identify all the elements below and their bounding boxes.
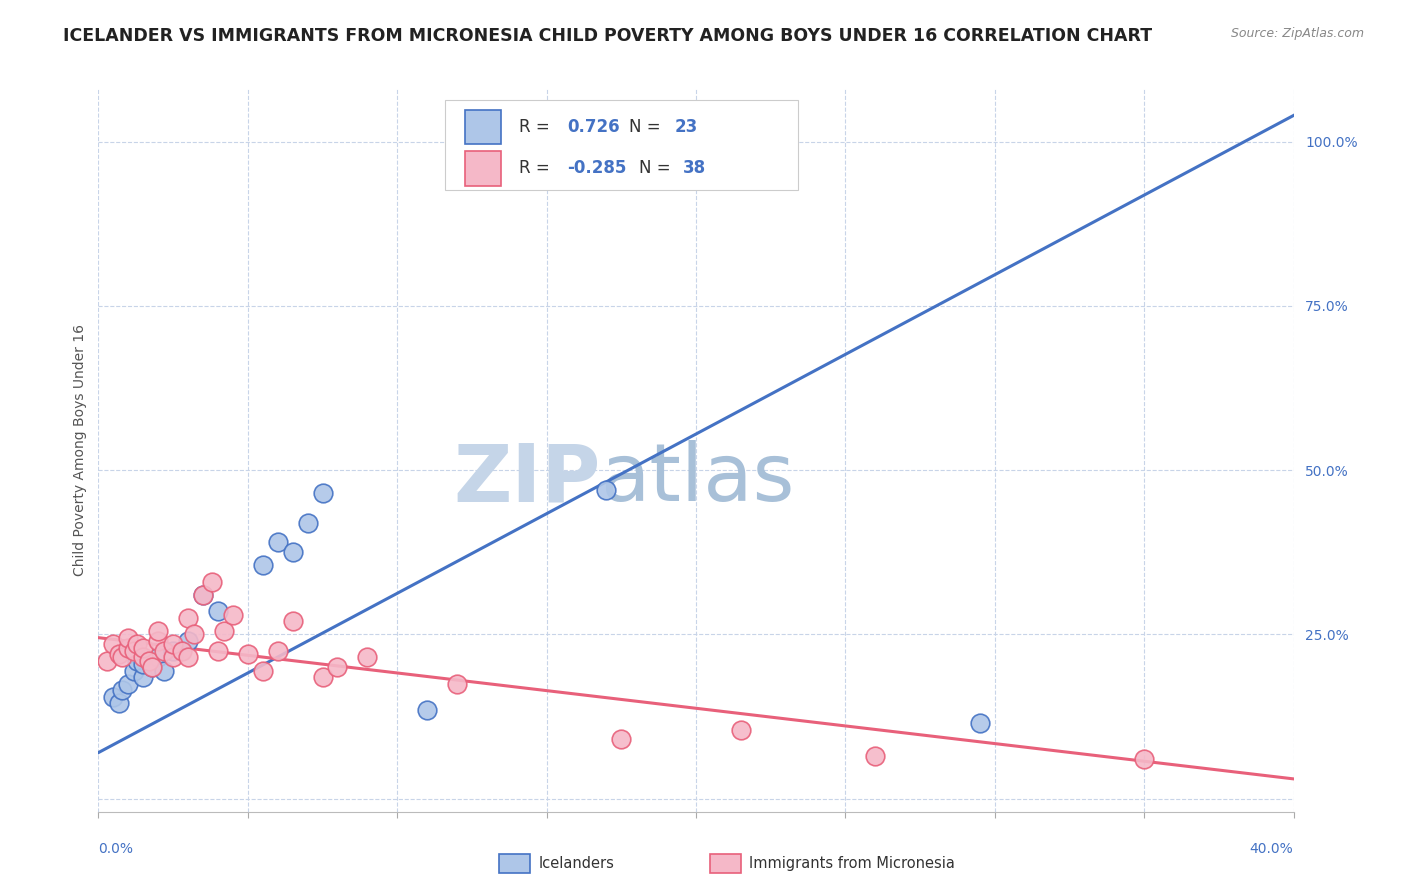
Text: 38: 38: [683, 160, 706, 178]
Point: [96, 654, 118, 668]
Point: [267, 644, 290, 658]
Point: [111, 683, 134, 698]
Point: [446, 676, 468, 690]
Point: [132, 657, 155, 671]
Text: ZIP: ZIP: [453, 441, 600, 518]
Point: [207, 604, 229, 618]
Point: [207, 644, 229, 658]
Point: [162, 650, 184, 665]
Point: [177, 650, 200, 665]
Point: [201, 574, 224, 589]
Point: [153, 644, 176, 658]
Point: [191, 588, 214, 602]
Point: [610, 732, 633, 747]
FancyBboxPatch shape: [465, 110, 501, 145]
Point: [865, 748, 887, 763]
Text: -0.285: -0.285: [567, 160, 626, 178]
Point: [236, 647, 259, 661]
Point: [148, 634, 170, 648]
Point: [148, 650, 170, 665]
Point: [177, 611, 200, 625]
Point: [103, 690, 125, 704]
Point: [183, 627, 205, 641]
Point: [281, 545, 304, 559]
Text: 23: 23: [675, 118, 697, 136]
Point: [117, 631, 139, 645]
Point: [132, 650, 155, 665]
Point: [177, 634, 200, 648]
Point: [153, 664, 176, 678]
Point: [103, 637, 125, 651]
Point: [311, 486, 333, 500]
Point: [148, 624, 170, 639]
Point: [267, 535, 290, 549]
Point: [281, 614, 304, 628]
Point: [297, 516, 319, 530]
Y-axis label: Child Poverty Among Boys Under 16: Child Poverty Among Boys Under 16: [73, 325, 87, 576]
Point: [108, 697, 131, 711]
Point: [1133, 752, 1156, 766]
Point: [117, 640, 139, 655]
Point: [141, 660, 163, 674]
Point: [212, 624, 235, 639]
Point: [356, 650, 378, 665]
Text: 0.726: 0.726: [567, 118, 620, 136]
Point: [416, 703, 439, 717]
Text: R =: R =: [519, 160, 555, 178]
Text: ICELANDER VS IMMIGRANTS FROM MICRONESIA CHILD POVERTY AMONG BOYS UNDER 16 CORREL: ICELANDER VS IMMIGRANTS FROM MICRONESIA …: [63, 27, 1153, 45]
Point: [117, 676, 139, 690]
Point: [191, 588, 214, 602]
Point: [132, 640, 155, 655]
Text: N =: N =: [638, 160, 675, 178]
Point: [595, 483, 617, 497]
Text: Immigrants from Micronesia: Immigrants from Micronesia: [749, 856, 955, 871]
Text: N =: N =: [628, 118, 666, 136]
Text: atlas: atlas: [600, 441, 794, 518]
Point: [124, 644, 146, 658]
Point: [252, 558, 274, 573]
FancyBboxPatch shape: [465, 151, 501, 186]
Point: [138, 654, 160, 668]
Point: [108, 647, 131, 661]
Point: [326, 660, 349, 674]
Point: [132, 670, 155, 684]
Text: 0.0%: 0.0%: [98, 842, 134, 856]
Point: [252, 664, 274, 678]
Point: [162, 637, 184, 651]
Text: 40.0%: 40.0%: [1250, 842, 1294, 856]
Text: Source: ZipAtlas.com: Source: ZipAtlas.com: [1230, 27, 1364, 40]
FancyBboxPatch shape: [446, 100, 797, 190]
Point: [127, 654, 149, 668]
Text: Icelanders: Icelanders: [538, 856, 614, 871]
Text: R =: R =: [519, 118, 555, 136]
Point: [730, 723, 752, 737]
Point: [111, 650, 134, 665]
Point: [141, 660, 163, 674]
Point: [311, 670, 333, 684]
Point: [172, 644, 194, 658]
Point: [124, 664, 146, 678]
Point: [222, 607, 245, 622]
Point: [969, 716, 991, 731]
Point: [162, 644, 184, 658]
Point: [127, 637, 149, 651]
